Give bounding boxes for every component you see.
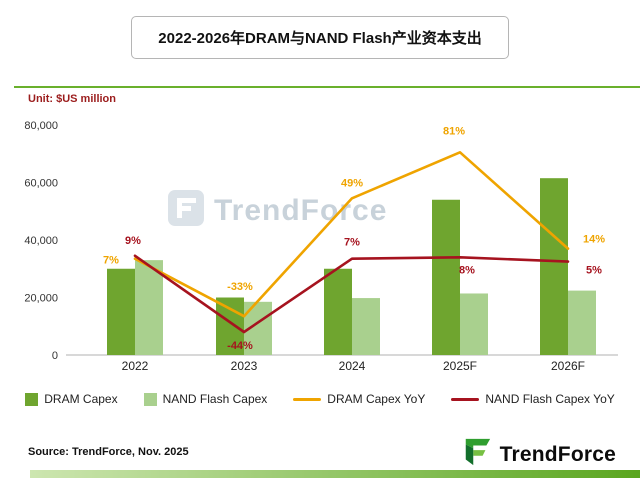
svg-text:0: 0 bbox=[52, 350, 58, 362]
svg-text:-33%: -33% bbox=[227, 281, 253, 293]
svg-text:7%: 7% bbox=[344, 237, 360, 249]
legend-label-nand-capex: NAND Flash Capex bbox=[162, 392, 268, 406]
legend-swatch-dram-yoy bbox=[293, 397, 322, 401]
legend-item-dram-yoy: DRAM Capex YoY bbox=[293, 392, 425, 406]
legend-item-dram-capex: DRAM Capex bbox=[25, 392, 118, 406]
legend-swatch-nand-capex bbox=[143, 392, 157, 406]
legend-swatch-dram-capex bbox=[25, 392, 39, 406]
legend-item-nand-capex: NAND Flash Capex bbox=[143, 392, 268, 406]
trendforce-logo-icon bbox=[462, 436, 492, 473]
svg-text:2023: 2023 bbox=[231, 359, 258, 373]
legend-label-nand-yoy: NAND Flash Capex YoY bbox=[485, 392, 615, 406]
svg-text:60,000: 60,000 bbox=[24, 178, 58, 190]
svg-text:9%: 9% bbox=[125, 235, 141, 247]
page-title: 2022-2026年DRAM与NAND Flash产业资本支出 bbox=[131, 16, 509, 59]
svg-text:2025F: 2025F bbox=[443, 359, 477, 373]
title-container: 2022-2026年DRAM与NAND Flash产业资本支出 bbox=[0, 16, 640, 59]
svg-text:8%: 8% bbox=[459, 264, 475, 276]
svg-text:2024: 2024 bbox=[339, 359, 366, 373]
svg-text:2026F: 2026F bbox=[551, 359, 585, 373]
svg-text:81%: 81% bbox=[443, 125, 465, 137]
capex-combo-chart: 0 20,000 40,000 60,000 80,000 7% -33% 49% 81% 14%… bbox=[24, 120, 618, 373]
svg-text:40,000: 40,000 bbox=[24, 235, 58, 247]
chart-legend: DRAM Capex NAND Flash Capex DRAM Capex Y… bbox=[0, 392, 640, 406]
legend-label-dram-yoy: DRAM Capex YoY bbox=[327, 392, 426, 406]
svg-text:2022: 2022 bbox=[122, 359, 149, 373]
brand-footer: TrendForce bbox=[462, 436, 616, 473]
bottom-accent-strip bbox=[30, 470, 640, 478]
title-divider bbox=[14, 86, 640, 88]
legend-swatch-nand-yoy bbox=[451, 397, 480, 401]
svg-text:5%: 5% bbox=[586, 265, 602, 277]
legend-item-nand-yoy: NAND Flash Capex YoY bbox=[451, 392, 615, 406]
source-label: Source: TrendForce, Nov. 2025 bbox=[28, 446, 189, 458]
brand-text: TrendForce bbox=[499, 442, 616, 466]
svg-text:20,000: 20,000 bbox=[24, 293, 58, 305]
svg-text:-44%: -44% bbox=[227, 340, 253, 352]
svg-text:14%: 14% bbox=[583, 234, 605, 246]
legend-label-dram-capex: DRAM Capex bbox=[44, 392, 118, 406]
svg-text:49%: 49% bbox=[341, 177, 363, 189]
svg-text:80,000: 80,000 bbox=[24, 120, 58, 132]
unit-label: Unit: $US million bbox=[28, 93, 116, 105]
svg-text:7%: 7% bbox=[103, 255, 119, 267]
